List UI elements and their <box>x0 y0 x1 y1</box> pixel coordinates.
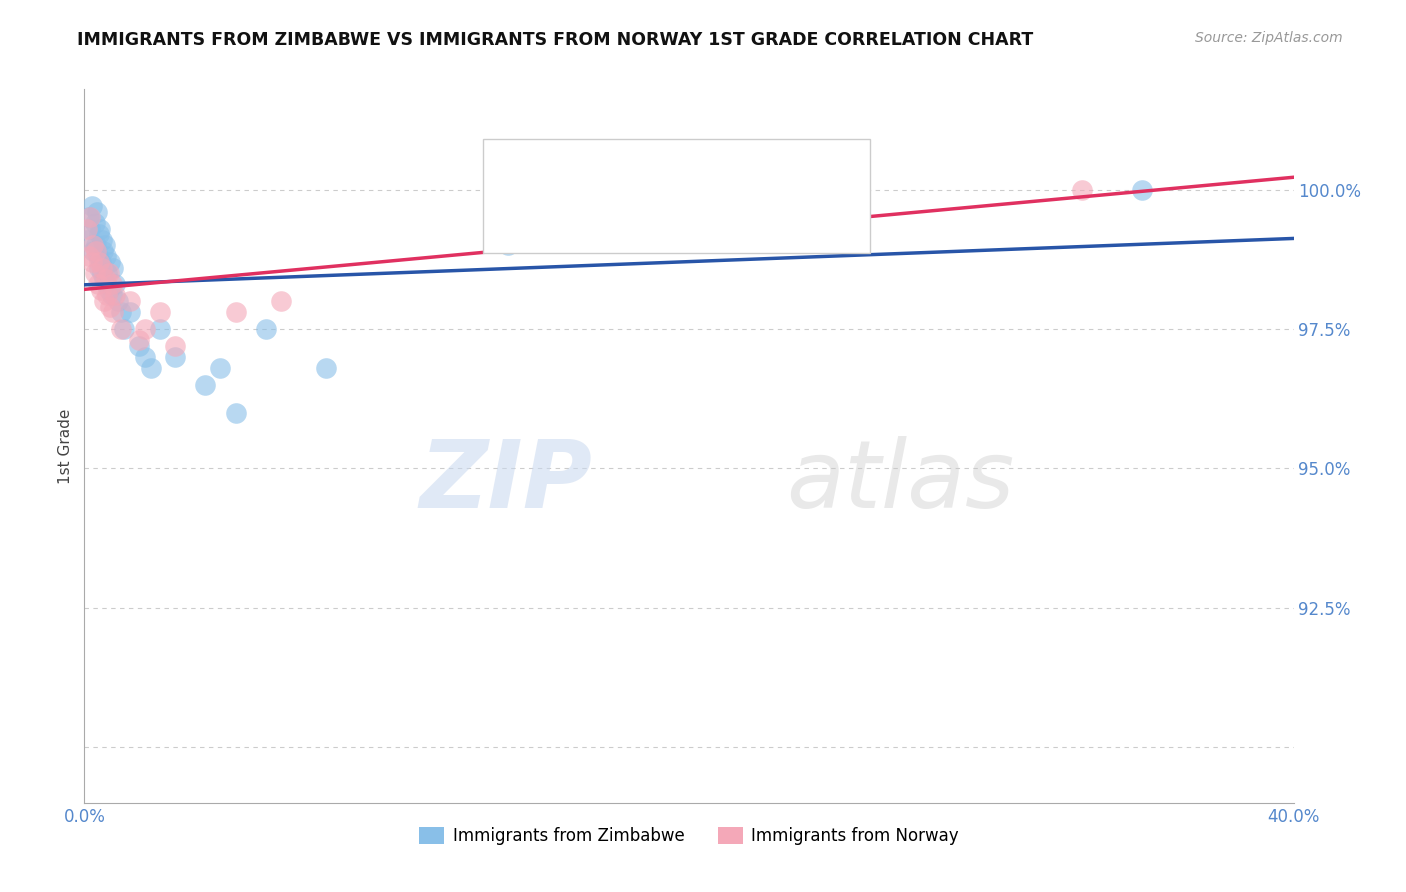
Point <box>104 277 127 292</box>
Point <box>107 294 129 309</box>
Point <box>76 221 98 235</box>
Point <box>96 288 118 302</box>
Point <box>79 221 101 235</box>
Point <box>87 249 110 263</box>
Point <box>77 211 100 225</box>
Point <box>91 266 114 280</box>
Point <box>84 238 107 252</box>
Text: Source: ZipAtlas.com: Source: ZipAtlas.com <box>1195 31 1343 45</box>
Point <box>77 249 100 263</box>
Point <box>90 283 112 297</box>
Point <box>165 338 187 352</box>
Point <box>112 322 135 336</box>
Point <box>84 216 107 230</box>
Text: ZIP: ZIP <box>419 435 592 528</box>
Point <box>100 288 122 302</box>
Point <box>91 260 114 275</box>
Point <box>86 205 108 219</box>
Point <box>315 360 337 375</box>
Point <box>93 271 115 285</box>
Point <box>165 350 187 364</box>
Point <box>91 244 114 258</box>
Point <box>97 283 120 297</box>
Point <box>1132 183 1154 197</box>
Point <box>209 360 232 375</box>
Point <box>86 244 108 258</box>
Point <box>90 255 112 269</box>
Point <box>101 260 124 275</box>
Point <box>82 244 104 258</box>
Point <box>90 233 112 247</box>
Point <box>149 322 172 336</box>
Point <box>89 255 111 269</box>
Point <box>104 288 127 302</box>
Point <box>98 255 121 269</box>
Point <box>94 249 117 263</box>
Point <box>149 305 172 319</box>
Point <box>118 305 141 319</box>
Point <box>110 322 132 336</box>
Point <box>128 333 150 347</box>
Point <box>128 338 150 352</box>
Point <box>80 199 103 213</box>
Point <box>194 377 217 392</box>
Point <box>79 211 101 225</box>
Legend: Immigrants from Zimbabwe, Immigrants from Norway: Immigrants from Zimbabwe, Immigrants fro… <box>412 820 966 852</box>
Point <box>89 260 111 275</box>
Point <box>709 194 731 208</box>
Point <box>94 271 117 285</box>
Point <box>98 300 121 314</box>
Point <box>225 406 247 420</box>
Point <box>101 305 124 319</box>
Point <box>134 350 156 364</box>
Point <box>139 360 162 375</box>
Point <box>100 277 122 292</box>
Point <box>93 294 115 309</box>
Point <box>270 294 292 309</box>
Point <box>89 221 111 235</box>
Point <box>225 305 247 319</box>
Point <box>94 238 117 252</box>
Point <box>76 233 98 247</box>
Point <box>80 255 103 269</box>
Point <box>709 211 731 225</box>
Point <box>87 277 110 292</box>
Y-axis label: 1st Grade: 1st Grade <box>58 409 73 483</box>
Point <box>1071 183 1094 197</box>
Point <box>496 238 519 252</box>
Text: IMMIGRANTS FROM ZIMBABWE VS IMMIGRANTS FROM NORWAY 1ST GRADE CORRELATION CHART: IMMIGRANTS FROM ZIMBABWE VS IMMIGRANTS F… <box>77 31 1033 49</box>
Point <box>118 294 141 309</box>
Text: atlas: atlas <box>786 436 1014 527</box>
Point <box>110 305 132 319</box>
Point <box>94 277 117 292</box>
Point <box>87 227 110 241</box>
Point <box>96 266 118 280</box>
Point <box>82 238 104 252</box>
Point <box>84 266 107 280</box>
Point <box>254 322 277 336</box>
Point <box>97 266 120 280</box>
Point <box>134 322 156 336</box>
